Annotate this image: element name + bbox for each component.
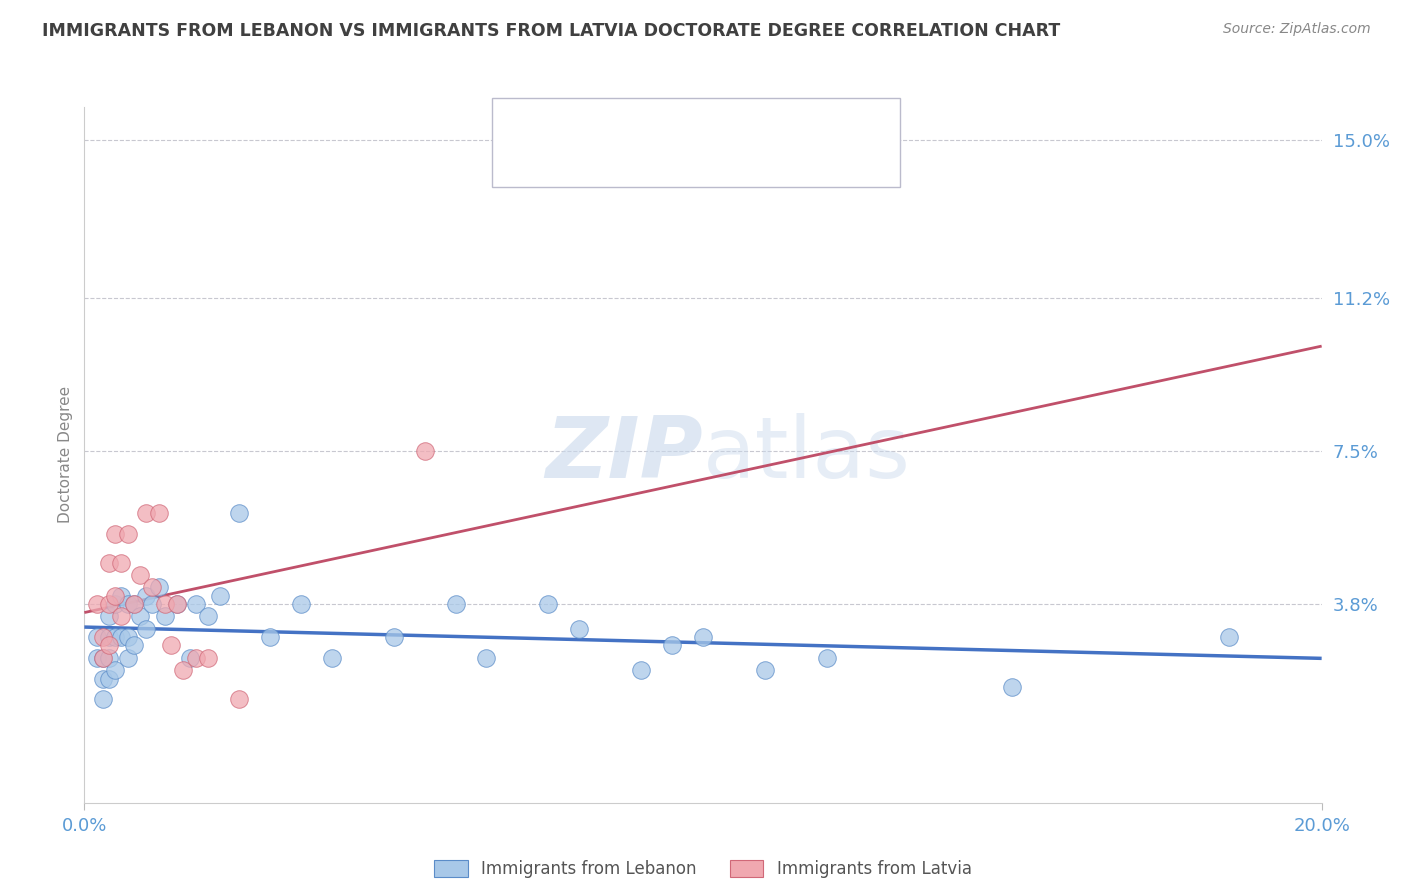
Point <box>166 597 188 611</box>
Point <box>184 651 207 665</box>
Point <box>122 639 145 653</box>
Point <box>110 589 132 603</box>
Point <box>290 597 312 611</box>
Point <box>98 597 121 611</box>
Point <box>1001 680 1024 694</box>
Point <box>321 651 343 665</box>
Point <box>104 597 127 611</box>
Point <box>91 672 114 686</box>
Point <box>104 630 127 644</box>
Point <box>135 589 157 603</box>
Point <box>91 651 114 665</box>
Point <box>129 609 152 624</box>
Point <box>537 597 560 611</box>
Text: R = -0.020   N = 46: R = -0.020 N = 46 <box>553 113 752 131</box>
Point <box>1218 630 1240 644</box>
Point <box>141 597 163 611</box>
Point <box>117 597 139 611</box>
Point <box>382 630 405 644</box>
Point <box>179 651 201 665</box>
Point <box>91 630 114 644</box>
Point <box>692 630 714 644</box>
Point <box>197 651 219 665</box>
Point <box>110 556 132 570</box>
Point <box>153 597 176 611</box>
Point <box>153 609 176 624</box>
Point <box>98 651 121 665</box>
Point <box>86 651 108 665</box>
Point <box>86 630 108 644</box>
Point <box>104 663 127 677</box>
Text: R =  0.143   N = 24: R = 0.143 N = 24 <box>553 147 752 165</box>
Point <box>98 672 121 686</box>
Text: IMMIGRANTS FROM LEBANON VS IMMIGRANTS FROM LATVIA DOCTORATE DEGREE CORRELATION C: IMMIGRANTS FROM LEBANON VS IMMIGRANTS FR… <box>42 22 1060 40</box>
Point <box>475 651 498 665</box>
Point <box>209 589 232 603</box>
Point <box>184 597 207 611</box>
Point <box>568 622 591 636</box>
Point <box>110 609 132 624</box>
Point <box>141 581 163 595</box>
Point <box>815 651 838 665</box>
Point <box>444 597 467 611</box>
Point <box>122 597 145 611</box>
Point <box>104 526 127 541</box>
Point <box>228 506 250 520</box>
Point <box>117 526 139 541</box>
Point <box>148 506 170 520</box>
Legend: Immigrants from Lebanon, Immigrants from Latvia: Immigrants from Lebanon, Immigrants from… <box>427 854 979 885</box>
Point <box>661 639 683 653</box>
Point <box>117 651 139 665</box>
Point <box>91 651 114 665</box>
Point <box>197 609 219 624</box>
Point <box>91 692 114 706</box>
Point <box>104 589 127 603</box>
Point <box>413 443 436 458</box>
Point <box>98 556 121 570</box>
Point <box>259 630 281 644</box>
Point <box>135 622 157 636</box>
Text: ZIP: ZIP <box>546 413 703 497</box>
Text: Source: ZipAtlas.com: Source: ZipAtlas.com <box>1223 22 1371 37</box>
Point <box>228 692 250 706</box>
Point <box>135 506 157 520</box>
Point <box>160 639 183 653</box>
Point <box>166 597 188 611</box>
Point <box>110 630 132 644</box>
Point <box>98 609 121 624</box>
Point <box>148 581 170 595</box>
Point <box>122 597 145 611</box>
Text: atlas: atlas <box>703 413 911 497</box>
Point <box>172 663 194 677</box>
Point <box>754 663 776 677</box>
Point <box>98 630 121 644</box>
Point <box>129 568 152 582</box>
Point <box>630 663 652 677</box>
Y-axis label: Doctorate Degree: Doctorate Degree <box>58 386 73 524</box>
Point <box>98 639 121 653</box>
Point <box>86 597 108 611</box>
Point <box>117 630 139 644</box>
